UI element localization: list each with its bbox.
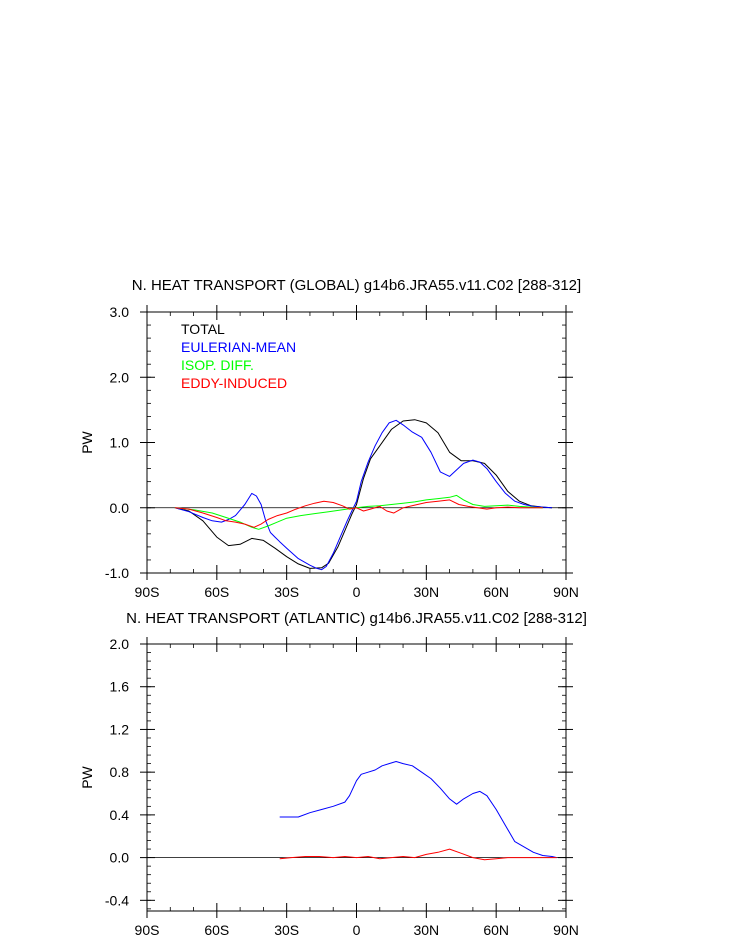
series-line-eulerian-mean: [174, 419, 553, 571]
x-tick-label: 30N: [413, 922, 439, 938]
x-tick-label: 30N: [413, 584, 439, 600]
y-tick-label: 1.6: [110, 679, 130, 695]
plot-frame: [146, 643, 567, 912]
y-axis-label: PW: [79, 765, 95, 788]
y-tick-label: 3.0: [110, 304, 130, 320]
y-tick-label: 0.4: [110, 807, 130, 823]
series-line-total: [174, 419, 553, 569]
y-tick-label: 1.2: [110, 721, 130, 737]
x-tick-label: 0: [353, 922, 361, 938]
x-tick-label: 90N: [553, 584, 579, 600]
legend-entry: EDDY-INDUCED: [181, 375, 287, 391]
y-tick-label: 0.0: [110, 850, 130, 866]
legend-entry: TOTAL: [181, 321, 225, 337]
y-axis-label: PW: [79, 430, 95, 453]
chart-title: N. HEAT TRANSPORT (GLOBAL) g14b6.JRA55.v…: [132, 277, 581, 294]
x-tick-label: 60S: [204, 584, 229, 600]
series-line-eulerian-mean: [279, 761, 557, 859]
x-tick-label: 30S: [274, 922, 299, 938]
y-tick-label: 1.0: [110, 435, 130, 451]
atlantic-panel: N. HEAT TRANSPORT (ATLANTIC) g14b6.JRA55…: [79, 610, 587, 938]
y-tick-label: 2.0: [110, 636, 130, 652]
y-tick-label: 0.8: [110, 764, 130, 780]
chart-title: N. HEAT TRANSPORT (ATLANTIC) g14b6.JRA55…: [126, 610, 587, 627]
y-tick-label: 2.0: [110, 369, 130, 385]
x-tick-label: 90S: [135, 922, 160, 938]
legend-entry: EULERIAN-MEAN: [181, 339, 296, 355]
x-tick-label: 90S: [135, 584, 160, 600]
series-line-isop-diff: [174, 494, 543, 530]
x-tick-label: 0: [353, 584, 361, 600]
x-tick-label: 60N: [483, 922, 509, 938]
series-line-eddy-induced: [279, 848, 557, 861]
x-tick-label: 60N: [483, 584, 509, 600]
y-tick-label: -0.4: [105, 892, 129, 908]
y-tick-label: 0.0: [110, 500, 130, 516]
x-tick-label: 60S: [204, 922, 229, 938]
y-tick-label: -1.0: [105, 565, 129, 581]
global-panel: N. HEAT TRANSPORT (GLOBAL) g14b6.JRA55.v…: [79, 277, 581, 600]
legend-entry: ISOP. DIFF.: [181, 357, 254, 373]
x-tick-label: 90N: [553, 922, 579, 938]
series-line-eddy-induced: [174, 499, 543, 528]
x-tick-label: 30S: [274, 584, 299, 600]
